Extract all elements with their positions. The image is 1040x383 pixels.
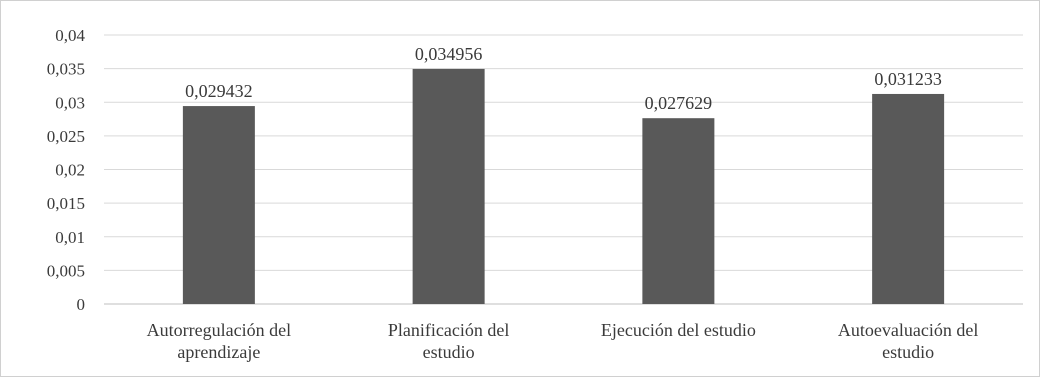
- data-label: 0,027629: [645, 93, 713, 113]
- bar: [642, 118, 715, 304]
- x-category-label: estudio: [423, 342, 475, 362]
- y-tick-label: 0,03: [55, 93, 85, 112]
- data-labels: 0,029432 0,034956 0,027629 0,031233: [185, 44, 942, 113]
- y-tick-label: 0,02: [55, 161, 85, 180]
- bar: [412, 68, 485, 304]
- y-tick-label: 0,04: [55, 26, 85, 45]
- x-category-label: estudio: [882, 342, 934, 362]
- data-label: 0,034956: [415, 44, 483, 64]
- gridlines: [104, 34, 1023, 305]
- y-tick-label: 0,01: [55, 228, 85, 247]
- data-label: 0,029432: [185, 81, 253, 101]
- y-tick-label: 0,005: [47, 261, 85, 280]
- bars: [182, 68, 945, 305]
- y-tick-label: 0: [77, 295, 86, 314]
- y-tick-label: 0,015: [47, 194, 85, 213]
- y-tick-label: 0,035: [47, 60, 85, 79]
- x-category-label: aprendizaje: [177, 342, 260, 362]
- x-category-label: Planificación del: [388, 320, 509, 340]
- y-axis: 0 0,005 0,01 0,015 0,02 0,025 0,03 0,035 0,04: [47, 26, 86, 314]
- bar: [872, 93, 945, 305]
- x-category-label: Autoevaluación del: [838, 320, 978, 340]
- bar: [182, 106, 255, 305]
- y-tick-label: 0,025: [47, 127, 85, 146]
- data-label: 0,031233: [874, 69, 942, 89]
- x-category-label: Autorregulación del: [147, 320, 291, 340]
- x-category-label: Ejecución del estudio: [601, 320, 756, 340]
